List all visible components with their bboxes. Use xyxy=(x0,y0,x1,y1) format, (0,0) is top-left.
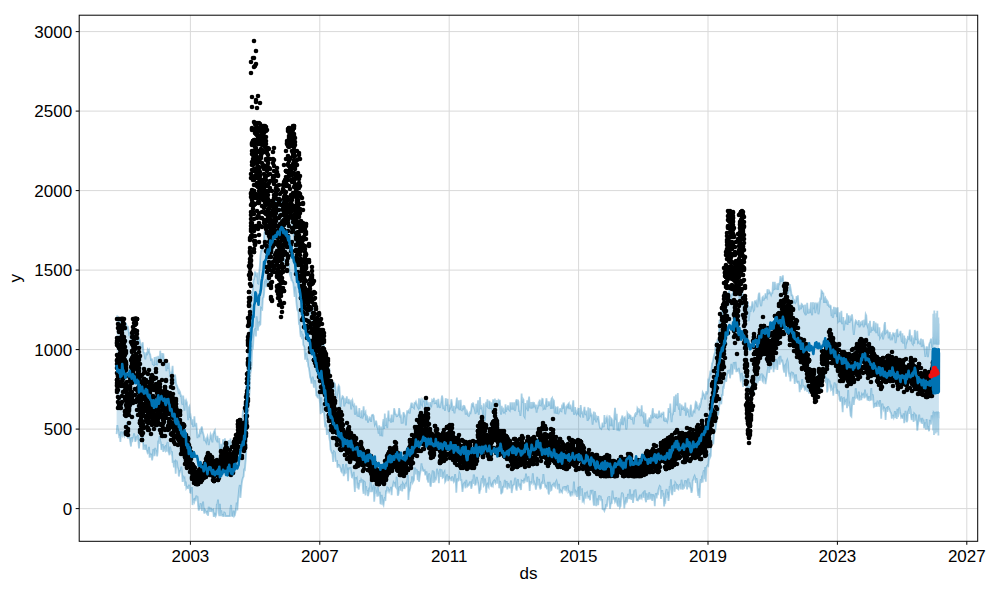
svg-text:500: 500 xyxy=(44,420,72,439)
svg-text:2023: 2023 xyxy=(818,547,856,566)
svg-text:0: 0 xyxy=(63,500,72,519)
svg-text:y: y xyxy=(6,273,25,282)
svg-text:2003: 2003 xyxy=(171,547,209,566)
svg-text:1500: 1500 xyxy=(34,261,72,280)
svg-text:2000: 2000 xyxy=(34,182,72,201)
svg-text:ds: ds xyxy=(520,564,538,583)
svg-text:1000: 1000 xyxy=(34,341,72,360)
svg-text:3000: 3000 xyxy=(34,23,72,42)
svg-text:2500: 2500 xyxy=(34,102,72,121)
svg-text:2007: 2007 xyxy=(301,547,339,566)
svg-text:2015: 2015 xyxy=(560,547,598,566)
svg-text:2011: 2011 xyxy=(431,547,468,566)
svg-text:2027: 2027 xyxy=(948,547,986,566)
svg-text:2019: 2019 xyxy=(689,547,727,566)
